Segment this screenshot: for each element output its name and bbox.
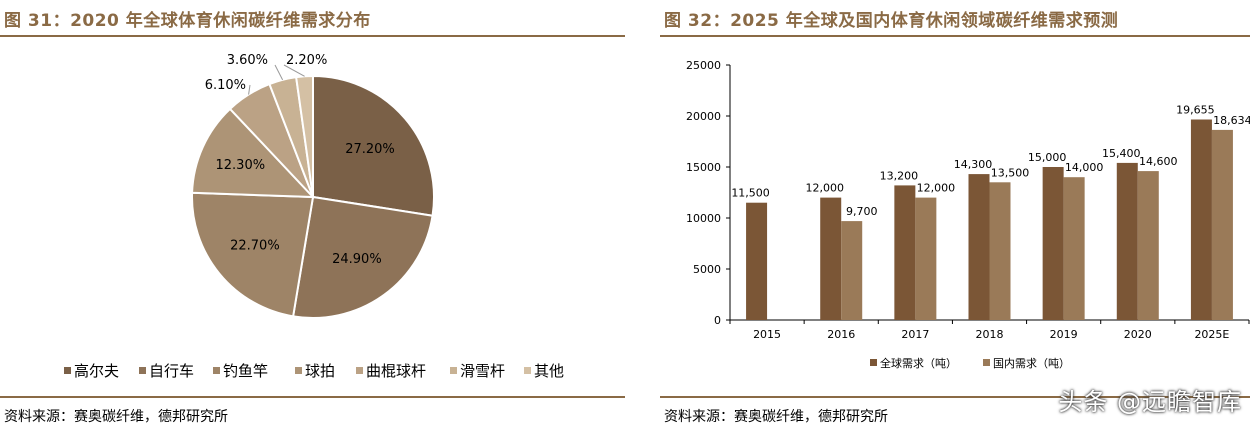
y-tick-label: 5000 [693, 263, 721, 276]
bar-legend-item: 全球需求（吨） [870, 356, 957, 370]
bar-data-label: 13,200 [880, 169, 919, 182]
pie-legend-swatch [213, 367, 220, 374]
x-tick-label: 2019 [1050, 328, 1078, 341]
bar [1063, 177, 1085, 320]
pie-legend-item: 钓鱼竿 [213, 362, 268, 380]
x-tick-label: 2016 [827, 328, 855, 341]
x-tick-label: 2025E [1194, 328, 1229, 341]
bar-data-label: 9,700 [846, 205, 878, 218]
pie-legend-label: 高尔夫 [74, 362, 119, 380]
bar-data-label: 14,000 [1065, 161, 1104, 174]
figure-31-panel: 图 31：2020 年全球体育休闲碳纤维需求分布 27.20% 24.90% 22.… [0, 11, 625, 425]
pie-slice [291, 195, 434, 319]
figure-31-title: 图 31：2020 年全球体育休闲碳纤维需求分布 [4, 11, 371, 31]
x-tick-label: 2020 [1124, 328, 1152, 341]
x-tick-label: 2017 [901, 328, 929, 341]
pie-legend-label: 钓鱼竿 [223, 362, 268, 380]
figure-32-panel: 图 32：2025 年全球及国内体育休闲领域碳纤维需求预测 0 5000 10000… [660, 0, 1250, 429]
bar [915, 197, 937, 320]
pie-legend-swatch [524, 367, 531, 374]
y-tick-label: 25000 [686, 59, 721, 72]
bar [746, 202, 768, 320]
bar-data-label: 14,600 [1139, 155, 1178, 168]
bar [1116, 162, 1138, 320]
pie-chart: 27.20% 24.90% 22.70% 12.30% 6.10% 3.60% 2.20% 高… [64, 53, 564, 380]
pie-leader-line [283, 64, 305, 77]
pie-slice [312, 74, 435, 217]
y-tick-label: 0 [714, 314, 721, 327]
pie-legend-item: 自行车 [139, 362, 194, 380]
watermark: 头条 @远瞻智库 [1058, 388, 1242, 416]
x-tick-label: 2015 [753, 328, 781, 341]
bar-data-label: 19,655 [1176, 104, 1215, 117]
pie-legend-label: 滑雪杆 [460, 362, 505, 380]
pie-legend-label: 自行车 [149, 362, 194, 380]
figure-31-top-rule [0, 35, 625, 37]
bar [894, 185, 916, 320]
bar [1211, 129, 1233, 320]
figure-31-bottom-rule [0, 396, 625, 398]
bar [820, 197, 842, 320]
pie-leader-line [248, 84, 251, 95]
pie-legend-label: 球拍 [305, 362, 335, 380]
pie-legend-item: 滑雪杆 [450, 362, 505, 380]
pie-legend-swatch [450, 367, 457, 374]
pie-legend-swatch [356, 367, 363, 374]
pie-legend-swatch [295, 367, 302, 374]
pie-slice [191, 107, 316, 199]
pie-data-label: 22.70% [230, 239, 280, 254]
pie-data-label: 2.20% [286, 53, 327, 68]
bar [989, 182, 1011, 320]
bar-chart: 0 5000 10000 15000 20000 25000 2015 11,500 2016 1… [686, 59, 1250, 370]
x-tick-label: 2018 [976, 328, 1004, 341]
figure-32-bottom-rule [660, 396, 1250, 398]
figure-32-top-rule [660, 35, 1250, 37]
pie-legend-item: 球拍 [295, 362, 335, 380]
figure-31-source: 资料来源：赛奥碳纤维，德邦研究所 [4, 409, 228, 425]
pie-data-label: 3.60% [227, 53, 268, 68]
pie-legend-item: 曲棍球杆 [356, 362, 426, 380]
y-tick-label: 20000 [686, 110, 721, 123]
pie-leader-line [274, 64, 284, 81]
pie-data-label: 6.10% [205, 78, 246, 93]
bar-data-label: 15,400 [1102, 147, 1141, 160]
pie-legend-item: 高尔夫 [64, 362, 119, 380]
y-tick-label: 10000 [686, 212, 721, 225]
pie-legend-item: 其他 [524, 362, 564, 380]
bar-legend-item: 国内需求（吨） [983, 356, 1070, 370]
pie-data-label: 12.30% [216, 158, 266, 173]
pie-data-label: 27.20% [345, 142, 395, 157]
bar-data-label: 12,000 [917, 182, 956, 195]
pie-data-label: 24.90% [332, 252, 382, 267]
pie-legend-label: 其他 [534, 362, 564, 380]
bar-data-label: 15,000 [1028, 151, 1067, 164]
pie-slice [191, 191, 315, 318]
figure-32-title: 图 32：2025 年全球及国内体育休闲领域碳纤维需求预测 [664, 11, 1119, 31]
bar [1190, 119, 1212, 320]
bar-data-label: 13,500 [991, 166, 1030, 179]
bar-legend-label: 全球需求（吨） [880, 356, 957, 370]
bar-data-label: 11,500 [731, 187, 770, 200]
bar [841, 221, 863, 320]
bar [1042, 167, 1064, 320]
bar-data-label: 18,634 [1213, 114, 1250, 127]
pie-legend-label: 曲棍球杆 [366, 362, 426, 380]
pie-legend-swatch [139, 367, 146, 374]
bar-legend-label: 国内需求（吨） [993, 356, 1070, 370]
bar-data-label: 12,000 [805, 182, 844, 195]
bar [1137, 171, 1159, 320]
bar-legend-swatch [983, 359, 990, 366]
bar [968, 174, 990, 320]
bar-data-label: 14,300 [954, 158, 993, 171]
y-tick-label: 15000 [686, 161, 721, 174]
bar-legend-swatch [870, 359, 877, 366]
pie-legend-swatch [64, 367, 71, 374]
figure-32-source: 资料来源：赛奥碳纤维，德邦研究所 [664, 409, 888, 425]
